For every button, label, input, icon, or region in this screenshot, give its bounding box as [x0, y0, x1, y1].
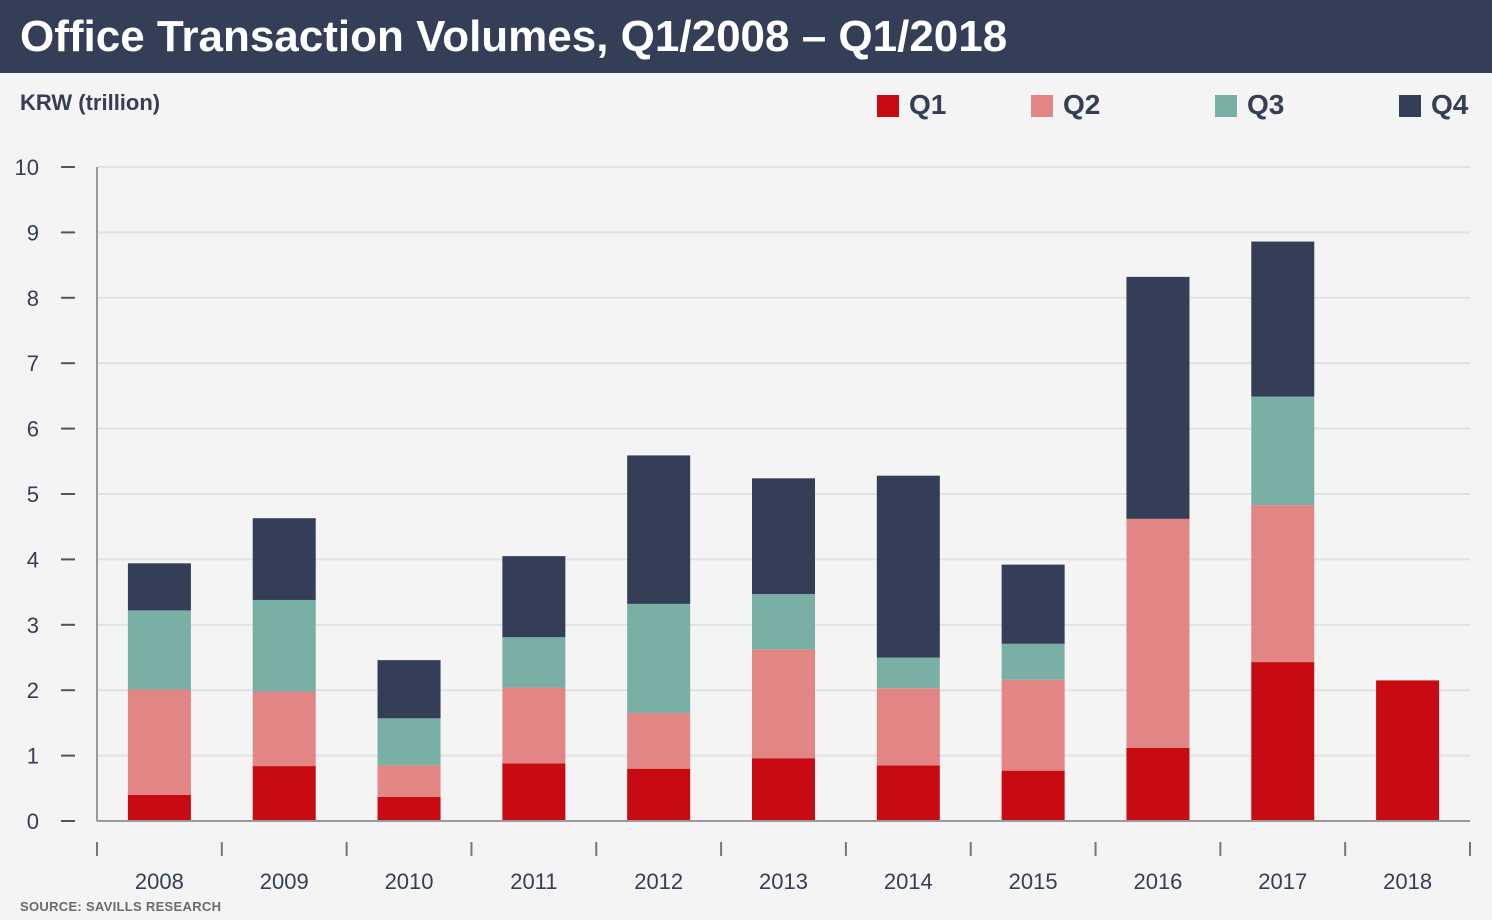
legend-swatch-q4 [1399, 95, 1421, 117]
bar-2013-q1 [752, 758, 815, 821]
y-tick-label-1: 1 [27, 744, 39, 769]
legend-swatch-q1 [877, 95, 899, 117]
source-note: SOURCE: SAVILLS RESEARCH [20, 899, 222, 914]
x-tick-label-2008: 2008 [135, 869, 184, 894]
bar-2014-q4 [876, 475, 940, 658]
bar-2015-q2 [1001, 679, 1065, 771]
chart-title: Office Transaction Volumes, Q1/2008 – Q1… [20, 12, 1008, 61]
bar-2008-q2 [127, 689, 191, 795]
x-tick-label-2013: 2013 [759, 869, 808, 894]
legend-label-q1: Q1 [909, 89, 947, 120]
bar-2015-q1 [1001, 770, 1065, 821]
bar-2008-q4 [127, 563, 191, 611]
x-tick-label-2017: 2017 [1258, 869, 1307, 894]
bar-2010-q2 [377, 765, 441, 797]
bar-2010-q3 [377, 718, 441, 766]
bar-2016-q2 [1126, 518, 1190, 748]
bar-2011-q3 [502, 637, 566, 688]
title-bar: Office Transaction Volumes, Q1/2008 – Q1… [0, 0, 1492, 73]
bar-2012-q2 [627, 713, 691, 769]
bar-2013-q2 [752, 649, 815, 759]
bar-2015-q4 [1001, 564, 1065, 644]
bar-2010-q4 [377, 660, 441, 719]
bar-2016-q1 [1126, 747, 1190, 821]
x-tick-label-2018: 2018 [1383, 869, 1432, 894]
bar-2011-q4 [502, 556, 566, 638]
y-tick-label-4: 4 [27, 547, 39, 572]
y-tick-label-7: 7 [27, 351, 39, 376]
y-tick-label-8: 8 [27, 286, 39, 311]
bar-2012-q4 [627, 455, 691, 604]
bar-2008-q3 [127, 610, 191, 690]
legend-label-q2: Q2 [1063, 89, 1101, 120]
x-tick-label-2010: 2010 [385, 869, 434, 894]
y-tick-label-0: 0 [27, 809, 39, 834]
y-tick-label-5: 5 [27, 482, 39, 507]
x-tick-label-2011: 2011 [510, 869, 557, 894]
bar-2012-q1 [627, 768, 691, 821]
legend-label-q4: Q4 [1431, 89, 1469, 120]
bar-2016-q4 [1126, 276, 1190, 519]
legend-swatch-q2 [1031, 95, 1053, 117]
x-tick-label-2015: 2015 [1009, 869, 1058, 894]
x-tick-label-2009: 2009 [260, 869, 309, 894]
y-tick-label-10: 10 [15, 155, 39, 180]
bar-2011-q1 [502, 763, 566, 821]
bar-2014-q3 [876, 657, 940, 689]
bar-2008-q1 [127, 794, 191, 821]
bar-2017-q2 [1251, 505, 1315, 663]
bar-2012-q3 [627, 603, 691, 714]
bar-2013-q3 [752, 594, 815, 650]
bar-2017-q4 [1251, 241, 1315, 397]
y-tick-label-2: 2 [27, 678, 39, 703]
bar-2015-q3 [1001, 643, 1065, 680]
x-tick-label-2016: 2016 [1133, 869, 1182, 894]
bar-2014-q1 [876, 765, 940, 821]
bar-2010-q1 [377, 796, 441, 821]
bar-2011-q2 [502, 687, 566, 764]
bar-2009-q2 [252, 691, 316, 767]
bar-2018-q1 [1376, 680, 1440, 821]
bar-2014-q2 [876, 688, 940, 766]
x-tick-label-2012: 2012 [634, 869, 683, 894]
y-tick-label-9: 9 [27, 220, 39, 245]
bar-2009-q1 [252, 766, 316, 821]
bar-2013-q4 [752, 478, 815, 595]
legend-swatch-q3 [1215, 95, 1237, 117]
bar-2009-q4 [252, 518, 316, 600]
bar-2017-q3 [1251, 396, 1315, 506]
legend-label-q3: Q3 [1247, 89, 1285, 120]
bar-2017-q1 [1251, 662, 1315, 821]
y-tick-label-6: 6 [27, 417, 39, 442]
x-tick-label-2014: 2014 [884, 869, 933, 894]
bar-2009-q3 [252, 599, 316, 692]
y-tick-label-3: 3 [27, 613, 39, 638]
y-axis-unit-label: KRW (trillion) [20, 90, 161, 115]
